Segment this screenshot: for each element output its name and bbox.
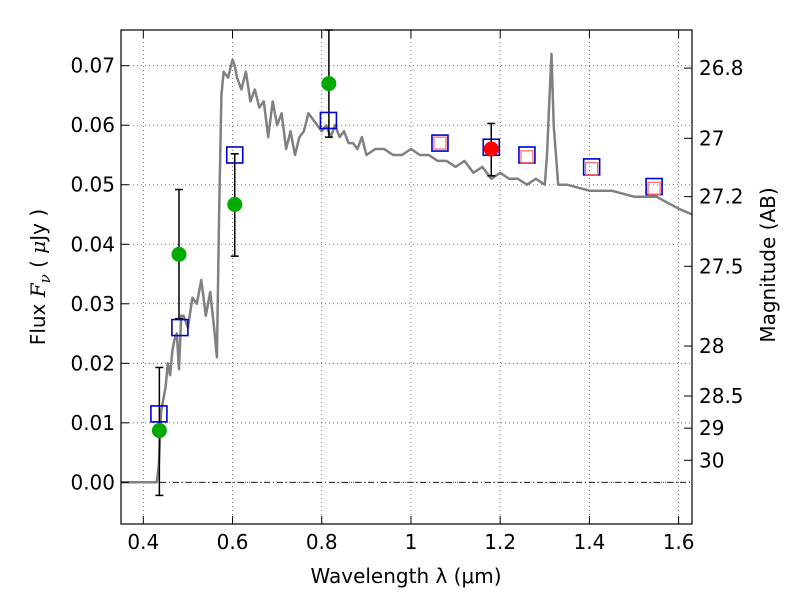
y-tick-label: 0.04 [70,232,115,256]
magnitude-tick-label: 27.2 [699,185,744,209]
model-photometry-square [431,134,449,152]
model-photometry-square [171,318,189,337]
error-bars [155,29,496,497]
x-axis-title: Wavelength λ (μm) [310,564,501,588]
model-photometry-square [225,146,244,164]
magnitude-tick-label: 30 [699,448,724,472]
plot-frame [120,29,693,525]
y-tick-label: 0.01 [70,411,115,435]
y-tick-label: 0.07 [70,54,115,78]
model-photometry-square [150,405,168,423]
magnitude-tick-label: 29 [699,416,724,440]
magnitude-axis-ticks: 26.8 27 27.2 27.5 28 28.5 29 30 [684,56,744,472]
y-axis-ticks: 0.00 0.01 0.02 0.03 0.04 0.05 0.06 0.07 [70,54,129,494]
y-tick-label: 0.03 [70,292,115,316]
observed-flux-point [227,196,243,212]
y-tick-label: 0.05 [70,173,115,197]
model-photometry-square [319,111,338,130]
observed-flux-point [321,76,337,92]
magnitude-tick-label: 28 [699,334,724,358]
x-tick-label: 0.6 [217,530,249,554]
y-tick-label: 0.06 [70,113,115,137]
magnitude-axis-title: Magnitude (AB) [756,187,780,342]
magnitude-tick-label: 26.8 [699,56,744,80]
x-tick-label: 1 [405,530,418,554]
observed-flux-point-red [483,141,499,157]
x-tick-label: 1.4 [573,530,605,554]
y-tick-label: 0.02 [70,351,115,375]
magnitude-tick-label: 27.5 [699,254,744,278]
observed-upper-square [520,150,534,164]
photometry-markers [150,76,663,439]
model-spectrum [121,52,693,484]
x-tick-label: 0.4 [127,530,159,554]
observed-upper-square [433,136,447,150]
observed-upper-square [647,181,661,195]
observed-flux-point [151,423,167,439]
observed-flux-point [171,246,187,262]
y-axis-title: Flux Fν ( μJy ) [26,209,54,345]
observed-upper-square [585,162,599,176]
model-spectrum-line [121,52,693,484]
magnitude-tick-label: 28.5 [699,384,744,408]
y-tick-label: 0.00 [70,470,115,494]
x-tick-label: 0.8 [306,530,338,554]
x-tick-label: 1.6 [663,530,695,554]
magnitude-tick-label: 27 [699,126,724,150]
grid [121,30,692,524]
x-axis-ticks: 0.4 0.6 0.8 1 1.2 1.4 1.6 [127,30,695,554]
x-tick-label: 1.2 [484,530,516,554]
